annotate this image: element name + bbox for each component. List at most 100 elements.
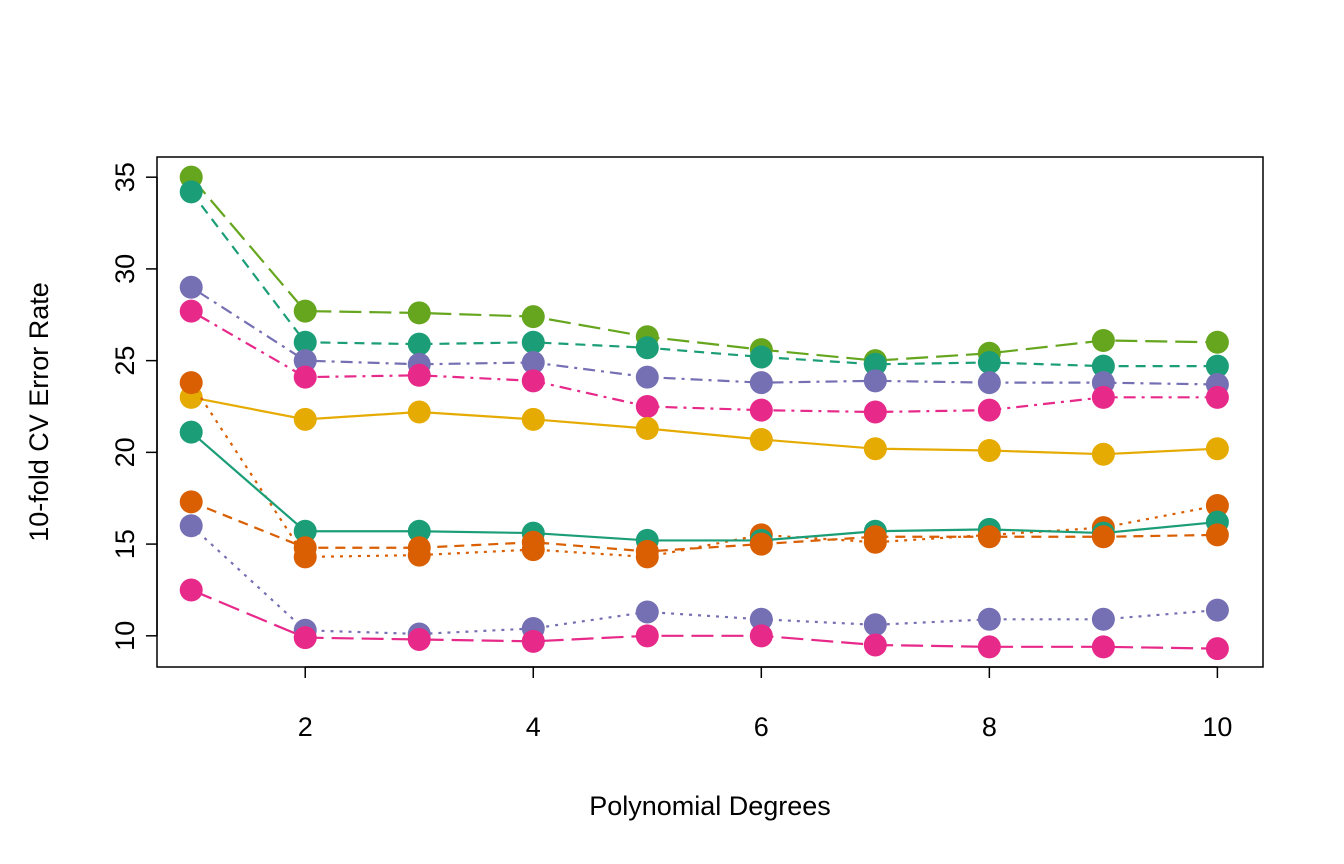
y-axis-label: 10-fold CV Error Rate: [24, 282, 54, 542]
data-point: [407, 332, 431, 356]
data-point: [521, 530, 545, 554]
data-point: [521, 330, 545, 354]
data-point: [635, 417, 659, 441]
data-point: [749, 371, 773, 395]
series-2: [179, 180, 1229, 378]
data-point: [1091, 354, 1115, 378]
data-point: [179, 514, 203, 538]
series-line: [190, 524, 1218, 636]
data-point: [1205, 494, 1229, 518]
data-point: [1205, 523, 1229, 547]
data-point: [635, 600, 659, 624]
data-point: [293, 330, 317, 354]
data-point: [977, 371, 1001, 395]
data-point: [977, 398, 1001, 422]
plot-frame: [156, 156, 1264, 668]
data-point: [863, 352, 887, 376]
data-point: [1205, 598, 1229, 622]
series-line: [190, 396, 1218, 456]
x-tick-label: 8: [982, 712, 997, 742]
data-point: [749, 345, 773, 369]
data-point: [521, 350, 545, 374]
data-point: [749, 398, 773, 422]
data-point: [977, 350, 1001, 374]
data-point: [1205, 330, 1229, 354]
series-7: [179, 420, 1229, 552]
data-point: [749, 624, 773, 648]
series-8: [179, 490, 1229, 563]
series-4: [179, 299, 1229, 424]
data-point: [521, 407, 545, 431]
data-point: [749, 607, 773, 631]
data-point: [635, 365, 659, 389]
x-axis: 2 4 6 8 10: [298, 666, 1232, 742]
series-line: [190, 431, 1218, 542]
y-tick-label: 20: [110, 437, 140, 467]
data-point: [1205, 437, 1229, 461]
series-line: [190, 286, 1218, 386]
x-tick-label: 10: [1202, 712, 1232, 742]
data-point: [293, 365, 317, 389]
data-point: [521, 305, 545, 329]
series-line: [190, 191, 1218, 368]
data-point: [863, 437, 887, 461]
data-point: [407, 627, 431, 651]
data-point: [293, 626, 317, 650]
y-tick-label: 25: [110, 346, 140, 376]
data-point: [407, 301, 431, 325]
data-point: [749, 428, 773, 452]
data-point: [635, 336, 659, 360]
data-point: [635, 539, 659, 563]
data-point: [1205, 385, 1229, 409]
data-point: [635, 624, 659, 648]
data-point: [293, 349, 317, 373]
data-point: [1091, 442, 1115, 466]
x-tick-label: 6: [754, 712, 769, 742]
data-point: [179, 180, 203, 204]
data-point: [521, 629, 545, 653]
data-point: [863, 613, 887, 637]
data-point: [407, 363, 431, 387]
series-5: [179, 385, 1229, 466]
x-tick-label: 2: [298, 712, 313, 742]
data-point: [179, 490, 203, 514]
data-point: [1091, 607, 1115, 631]
data-point: [179, 578, 203, 602]
data-point: [1205, 637, 1229, 661]
data-point: [179, 420, 203, 444]
data-point: [407, 400, 431, 424]
series-line: [190, 176, 1218, 362]
data-point: [863, 369, 887, 393]
series-layer: [179, 165, 1229, 661]
data-point: [179, 299, 203, 323]
data-point: [407, 519, 431, 543]
data-point: [1091, 328, 1115, 352]
series-line: [190, 500, 1218, 553]
data-point: [749, 532, 773, 556]
data-point: [863, 400, 887, 424]
y-tick-label: 35: [110, 162, 140, 192]
data-point: [863, 525, 887, 549]
y-tick-label: 10: [110, 621, 140, 651]
series-10: [179, 578, 1229, 661]
data-point: [293, 299, 317, 323]
data-point: [1205, 354, 1229, 378]
series-1: [179, 165, 1229, 373]
data-point: [407, 536, 431, 560]
data-point: [293, 407, 317, 431]
data-point: [293, 536, 317, 560]
data-point: [1091, 635, 1115, 659]
x-tick-label: 4: [526, 712, 541, 742]
data-point: [1091, 525, 1115, 549]
data-point: [293, 519, 317, 543]
data-point: [1091, 385, 1115, 409]
x-axis-label: Polynomial Degrees: [589, 791, 831, 821]
series-9: [179, 514, 1229, 646]
data-point: [179, 275, 203, 299]
data-point: [977, 607, 1001, 631]
data-point: [977, 635, 1001, 659]
data-point: [521, 369, 545, 393]
series-line: [190, 588, 1218, 650]
data-point: [863, 633, 887, 657]
